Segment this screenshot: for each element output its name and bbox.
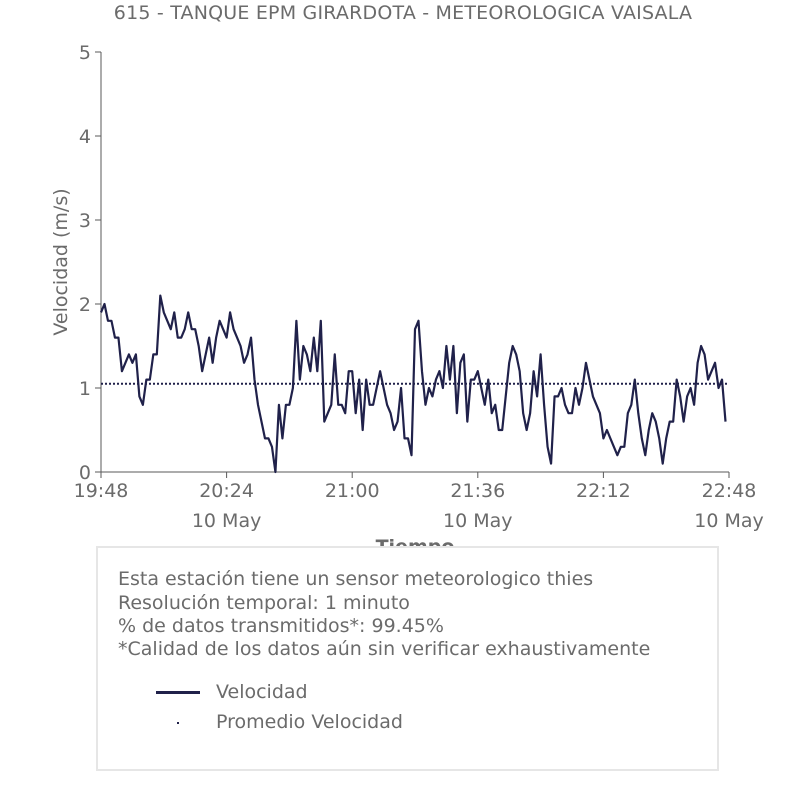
x-tick-label: 22:48 bbox=[702, 480, 757, 502]
x-tick-date-label: 10 May bbox=[443, 510, 513, 532]
x-tick-date-label: 10 May bbox=[192, 510, 262, 532]
info-line-resolution: Resolución temporal: 1 minuto bbox=[118, 592, 410, 614]
x-tick-label: 21:36 bbox=[450, 480, 505, 502]
y-tick-label: 4 bbox=[79, 126, 91, 148]
x-tick-label: 20:24 bbox=[199, 480, 254, 502]
info-legend-box: Esta estación tiene un sensor meteorolog… bbox=[96, 546, 719, 771]
y-tick-label: 3 bbox=[79, 210, 91, 232]
legend-velocidad-swatch bbox=[156, 691, 200, 694]
legend-promedio-label: Promedio Velocidad bbox=[216, 711, 403, 733]
x-tick-date-label: 10 May bbox=[694, 510, 764, 532]
info-line-transmitted: % de datos transmitidos*: 99.45% bbox=[118, 615, 444, 637]
legend-velocidad-label: Velocidad bbox=[216, 681, 308, 703]
series-velocidad-line bbox=[99, 294, 727, 474]
chart-title: 615 - TANQUE EPM GIRARDOTA - METEOROLOGI… bbox=[113, 2, 693, 24]
y-tick-label: 2 bbox=[79, 294, 91, 316]
y-tick-label: 1 bbox=[79, 378, 91, 400]
x-tick-label: 19:48 bbox=[74, 480, 129, 502]
y-axis-label: Velocidad (m/s) bbox=[50, 188, 72, 335]
x-tick-label: 21:00 bbox=[325, 480, 380, 502]
y-tick-label: 5 bbox=[79, 42, 91, 64]
chart-area: 0 1 2 3 4 5 19:48 20:24 10 May 21:00 21:36 10 May 22… bbox=[50, 42, 764, 558]
legend-promedio-swatch bbox=[177, 722, 179, 724]
y-tick-label: 0 bbox=[79, 462, 91, 484]
info-line-sensor: Esta estación tiene un sensor meteorolog… bbox=[118, 568, 594, 590]
info-line-quality-note: *Calidad de los datos aún sin verificar … bbox=[118, 638, 651, 660]
x-tick-label: 22:12 bbox=[576, 480, 631, 502]
